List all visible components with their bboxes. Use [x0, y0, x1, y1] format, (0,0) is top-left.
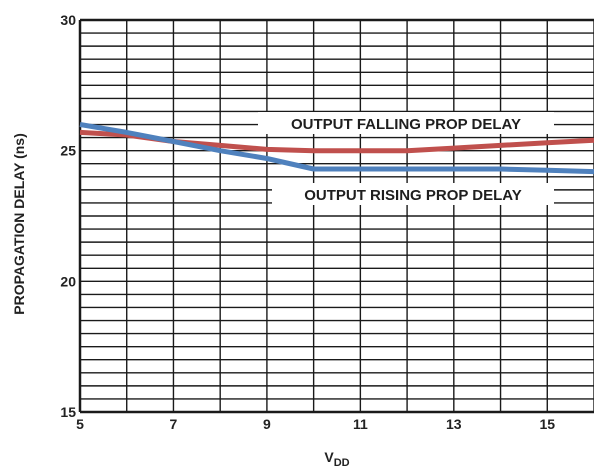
x-tick-label: 9	[263, 416, 271, 432]
falling-series-label: OUTPUT FALLING PROP DELAY	[291, 116, 521, 133]
y-tick-label: 15	[60, 404, 76, 420]
y-tick-label: 20	[60, 273, 76, 289]
series-line-0	[79, 129, 594, 154]
x-axis-label-main: V	[324, 449, 334, 465]
y-tick-label: 30	[60, 12, 76, 28]
rising-series-label: OUTPUT RISING PROP DELAY	[304, 187, 522, 204]
x-axis-label-subscript: DD	[334, 457, 350, 467]
x-tick-label: 7	[170, 416, 178, 432]
falling-label-bg	[258, 112, 554, 134]
x-tick-label: 13	[446, 416, 462, 432]
grid	[78, 18, 594, 414]
y-tick-label: 25	[60, 143, 76, 159]
y-axis-label: PROPAGATION DELAY (ns)	[11, 133, 27, 315]
series-lines	[79, 122, 594, 175]
x-tick-label: 11	[353, 416, 368, 432]
annotations: OUTPUT FALLING PROP DELAY OUTPUT RISING …	[258, 112, 554, 205]
x-tick-label: 5	[76, 416, 84, 432]
rising-label-bg	[272, 183, 554, 205]
x-tick-label: 15	[539, 416, 555, 432]
series-line-1	[79, 122, 594, 175]
x-axis-label: VDD	[324, 449, 349, 467]
tick-labels: 5 7 9 11 13 15 15 20 25 30	[60, 12, 555, 432]
